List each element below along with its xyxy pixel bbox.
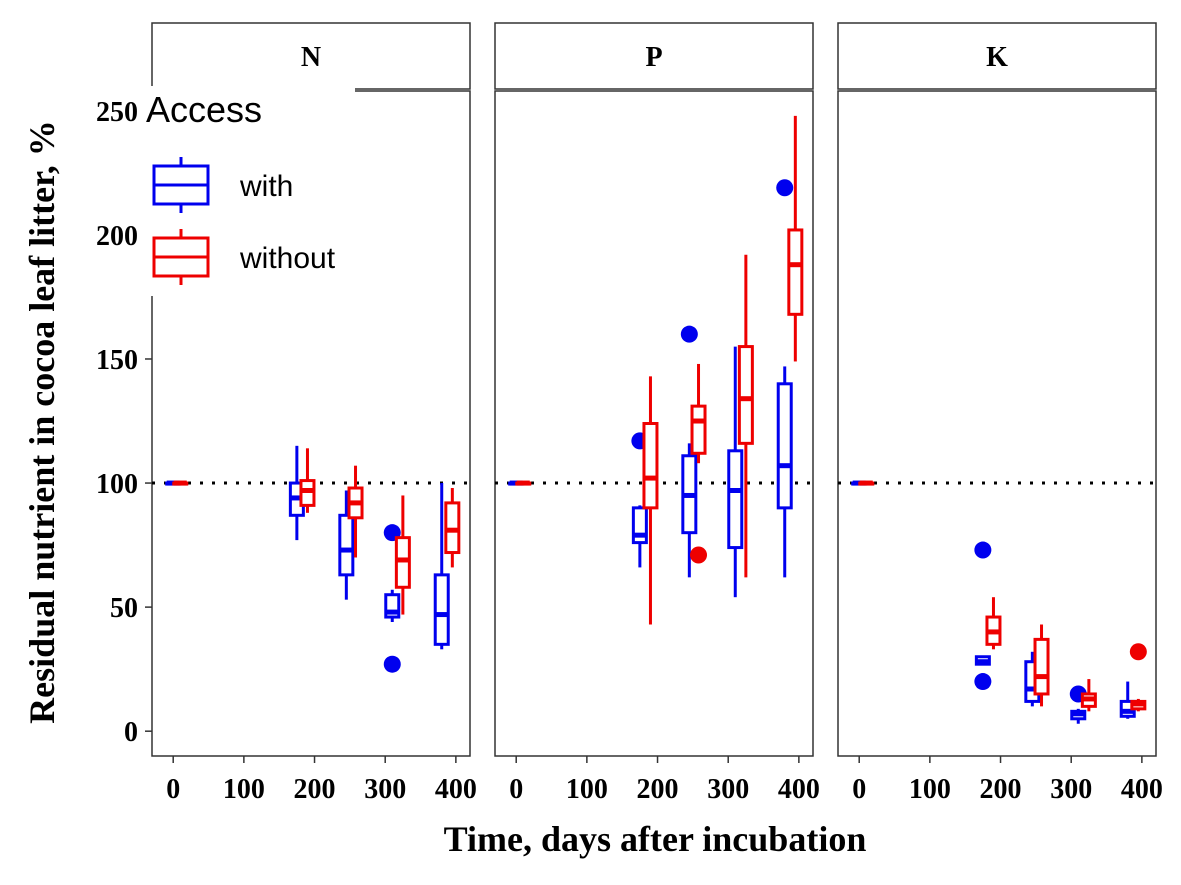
outlier-point — [776, 179, 794, 197]
legend-title: Access — [146, 89, 262, 130]
iqr-box — [776, 382, 793, 510]
x-tick-label: 100 — [566, 774, 608, 805]
box-with-day-380 — [433, 483, 450, 650]
box-without-day-325 — [1080, 679, 1097, 712]
box-without-day-395 — [444, 488, 461, 568]
box-without-day-258 — [1033, 624, 1050, 707]
series-without — [172, 448, 461, 615]
y-tick-label: 0 — [124, 717, 138, 748]
box-without-day-10 — [172, 480, 189, 486]
panel-plot-area — [837, 90, 1157, 757]
box-without-day-190 — [642, 376, 659, 625]
y-tick-label: 100 — [96, 469, 138, 500]
box-with-day-310 — [1069, 685, 1087, 724]
series-without — [515, 115, 804, 625]
outlier-point — [974, 541, 992, 559]
iqr-box — [727, 449, 744, 550]
outlier-point — [680, 325, 698, 343]
y-tick-label: 150 — [96, 345, 138, 376]
x-tick-label: 100 — [909, 774, 951, 805]
box-without-day-325 — [394, 495, 411, 615]
facet-panel-k: K 0 100 200 300 400 — [837, 22, 1163, 805]
facet-strip-label: K — [986, 42, 1008, 73]
x-tick-label: 200 — [294, 774, 336, 805]
legend-label-with: with — [239, 170, 293, 203]
box-without-day-190 — [985, 597, 1002, 650]
legend-key-with: with — [152, 157, 293, 213]
outlier-point — [690, 546, 708, 564]
legend-label-without: without — [239, 242, 336, 275]
legend-key-without: without — [152, 229, 336, 285]
box-without-day-10 — [515, 480, 532, 486]
x-tick-label: 0 — [166, 774, 180, 805]
box-without-day-258 — [690, 363, 708, 564]
iqr-box — [737, 345, 754, 445]
box-with-day-175 — [631, 432, 649, 568]
box-with-day-245 — [680, 325, 698, 578]
x-tick-label: 400 — [435, 774, 477, 805]
iqr-box — [1033, 637, 1050, 696]
outlier-point — [974, 673, 992, 691]
x-tick-label: 300 — [707, 774, 749, 805]
series-with — [165, 445, 450, 673]
panels-layer: N 0 100 200 300 400 P 0 100 200 300 400 K 0 100 200 300 4… — [151, 22, 1163, 805]
x-tick-label: 100 — [223, 774, 265, 805]
series-with — [508, 179, 794, 598]
iqr-box — [338, 513, 355, 577]
y-tick-label: 50 — [110, 593, 138, 624]
box-with-day-380 — [776, 179, 794, 578]
facet-strip — [494, 22, 814, 90]
x-tick-label: 400 — [1121, 774, 1163, 805]
iqr-box — [690, 404, 707, 455]
x-tick-label: 300 — [364, 774, 406, 805]
legend: Access with without — [140, 86, 355, 296]
facet-strip — [837, 22, 1157, 90]
iqr-box — [787, 228, 804, 316]
box-without-day-258 — [347, 465, 364, 558]
y-axis: 0 50 100 150 200 250 — [96, 97, 152, 748]
y-axis-title: Residual nutrient in cocoa leaf litter, … — [22, 120, 62, 724]
box-without-day-395 — [787, 115, 804, 362]
x-tick-label: 200 — [980, 774, 1022, 805]
x-tick-label: 0 — [509, 774, 523, 805]
x-tick-label: 200 — [637, 774, 679, 805]
box-with-day-310 — [383, 524, 401, 673]
facet-strip — [151, 22, 471, 90]
x-axis-title: Time, days after incubation — [444, 819, 867, 859]
y-tick-label: 250 — [96, 97, 138, 128]
box-with-day-175 — [974, 541, 992, 691]
x-tick-label: 400 — [778, 774, 820, 805]
x-tick-label: 300 — [1050, 774, 1092, 805]
box-without-day-10 — [858, 480, 875, 486]
series-without — [858, 480, 1147, 712]
facet-strip-label: N — [301, 42, 321, 73]
legend-entries: with without — [152, 157, 336, 285]
facet-panel-p: P 0 100 200 300 400 — [494, 22, 820, 805]
x-tick-label: 0 — [852, 774, 866, 805]
box-without-day-190 — [299, 448, 316, 513]
outlier-point — [383, 655, 401, 673]
box-with-day-310 — [727, 346, 744, 598]
outlier-point — [1129, 643, 1147, 661]
series-with — [851, 480, 1136, 724]
iqr-box — [433, 573, 450, 646]
box-without-day-325 — [737, 254, 754, 578]
box-with-day-245 — [338, 490, 355, 600]
facet-strip-label: P — [645, 42, 662, 73]
y-tick-label: 200 — [96, 221, 138, 252]
iqr-box — [642, 422, 659, 510]
box-without-day-395 — [1129, 643, 1147, 712]
